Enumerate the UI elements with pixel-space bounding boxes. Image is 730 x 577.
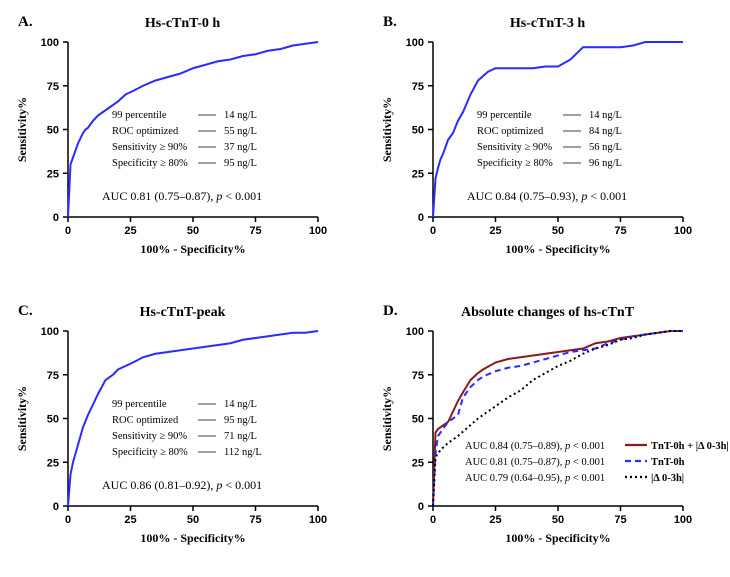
svg-text:100% - Specificity%: 100% - Specificity%: [505, 531, 610, 545]
svg-text:25: 25: [489, 225, 501, 237]
svg-text:100% - Specificity%: 100% - Specificity%: [140, 531, 245, 545]
svg-text:ROC optimized: ROC optimized: [112, 415, 179, 426]
svg-text:75: 75: [412, 81, 424, 93]
svg-text:95 ng/L: 95 ng/L: [224, 415, 257, 426]
svg-text:100% - Specificity%: 100% - Specificity%: [140, 242, 245, 256]
roc-plot: 0 25 50 75 100 0 25 50 75 100 100% - Specificity% S…: [0, 0, 365, 288]
svg-text:50: 50: [552, 514, 564, 526]
panel-title: Hs-cTnT-peak: [0, 305, 365, 321]
svg-text:ROC optimized: ROC optimized: [477, 126, 544, 137]
svg-text:50: 50: [412, 125, 424, 137]
svg-text:Specificity ≥ 80%: Specificity ≥ 80%: [112, 447, 188, 458]
panel-title: Absolute changes of hs-cTnT: [365, 305, 730, 321]
svg-text:56 ng/L: 56 ng/L: [589, 142, 622, 153]
roc-plot: 0 25 50 75 100 0 25 50 75 100 100% - Specificity% S…: [365, 0, 730, 288]
svg-text:AUC 0.86 (0.81–0.92), p < 0.00: AUC 0.86 (0.81–0.92), p < 0.001: [102, 478, 262, 492]
svg-text:Sensitivity%: Sensitivity%: [380, 385, 394, 450]
svg-text:|Δ 0-3h|: |Δ 0-3h|: [651, 473, 684, 484]
svg-text:99 percentile: 99 percentile: [112, 110, 167, 121]
svg-text:25: 25: [412, 168, 424, 180]
panel-B: B.Hs-cTnT-3 h02550751000255075100100% - …: [365, 0, 730, 289]
svg-text:Specificity ≥ 80%: Specificity ≥ 80%: [477, 158, 553, 169]
panel-D: D.Absolute changes of hs-cTnT02550751000…: [365, 289, 730, 577]
svg-text:75: 75: [412, 369, 424, 381]
svg-text:Sensitivity%: Sensitivity%: [15, 97, 29, 162]
svg-text:14 ng/L: 14 ng/L: [224, 110, 257, 121]
svg-text:100: 100: [674, 514, 692, 526]
svg-text:100: 100: [41, 37, 59, 49]
svg-text:50: 50: [47, 125, 59, 137]
svg-text:25: 25: [489, 514, 501, 526]
svg-text:100% - Specificity%: 100% - Specificity%: [505, 242, 610, 256]
svg-text:14 ng/L: 14 ng/L: [589, 110, 622, 121]
svg-text:0: 0: [430, 514, 436, 526]
svg-text:50: 50: [187, 514, 199, 526]
svg-text:100: 100: [309, 225, 327, 237]
svg-text:AUC 0.79 (0.64–0.95), p < 0.00: AUC 0.79 (0.64–0.95), p < 0.001: [465, 473, 605, 484]
svg-text:50: 50: [47, 413, 59, 425]
svg-text:96 ng/L: 96 ng/L: [589, 158, 622, 169]
svg-text:0: 0: [418, 501, 424, 513]
svg-text:AUC 0.81 (0.75–0.87), p < 0.00: AUC 0.81 (0.75–0.87), p < 0.001: [465, 457, 605, 468]
svg-text:95 ng/L: 95 ng/L: [224, 158, 257, 169]
svg-text:TnT-0h + |Δ 0-3h|: TnT-0h + |Δ 0-3h|: [651, 441, 729, 452]
svg-text:71 ng/L: 71 ng/L: [224, 431, 257, 442]
svg-text:Sensitivity ≥ 90%: Sensitivity ≥ 90%: [112, 431, 187, 442]
panel-title: Hs-cTnT-3 h: [365, 16, 730, 32]
svg-text:75: 75: [249, 514, 261, 526]
svg-text:75: 75: [614, 514, 626, 526]
svg-text:25: 25: [124, 514, 136, 526]
svg-text:84 ng/L: 84 ng/L: [589, 126, 622, 137]
svg-text:75: 75: [249, 225, 261, 237]
svg-text:99 percentile: 99 percentile: [112, 399, 167, 410]
svg-text:0: 0: [53, 501, 59, 513]
svg-text:50: 50: [552, 225, 564, 237]
svg-text:Sensitivity ≥ 90%: Sensitivity ≥ 90%: [112, 142, 187, 153]
svg-text:Sensitivity%: Sensitivity%: [15, 385, 29, 450]
svg-text:100: 100: [309, 514, 327, 526]
svg-text:25: 25: [412, 457, 424, 469]
svg-text:100: 100: [406, 326, 424, 338]
svg-text:0: 0: [65, 514, 71, 526]
svg-text:50: 50: [412, 413, 424, 425]
svg-text:55 ng/L: 55 ng/L: [224, 126, 257, 137]
svg-text:0: 0: [430, 225, 436, 237]
svg-text:50: 50: [187, 225, 199, 237]
svg-text:AUC 0.84 (0.75–0.89), p < 0.00: AUC 0.84 (0.75–0.89), p < 0.001: [465, 441, 605, 452]
svg-text:AUC 0.84 (0.75–0.93), p < 0.00: AUC 0.84 (0.75–0.93), p < 0.001: [467, 189, 627, 203]
svg-text:14 ng/L: 14 ng/L: [224, 399, 257, 410]
panel-title: Hs-cTnT-0 h: [0, 16, 365, 32]
panel-C: C.Hs-cTnT-peak02550751000255075100100% -…: [0, 289, 365, 577]
svg-text:37 ng/L: 37 ng/L: [224, 142, 257, 153]
svg-text:25: 25: [47, 168, 59, 180]
roc-plot: 0 25 50 75 100 0 25 50 75 100 100% - Specificity% S…: [0, 289, 365, 577]
svg-text:75: 75: [614, 225, 626, 237]
svg-text:Specificity ≥ 80%: Specificity ≥ 80%: [112, 158, 188, 169]
svg-text:75: 75: [47, 369, 59, 381]
svg-text:100: 100: [41, 326, 59, 338]
svg-text:100: 100: [674, 225, 692, 237]
svg-text:Sensitivity%: Sensitivity%: [380, 97, 394, 162]
svg-text:TnT-0h: TnT-0h: [651, 457, 685, 468]
svg-text:ROC optimized: ROC optimized: [112, 126, 179, 137]
svg-text:AUC 0.81 (0.75–0.87), p < 0.00: AUC 0.81 (0.75–0.87), p < 0.001: [102, 189, 262, 203]
svg-text:25: 25: [124, 225, 136, 237]
svg-text:75: 75: [47, 81, 59, 93]
panel-A: A.Hs-cTnT-0 h02550751000255075100100% - …: [0, 0, 365, 289]
svg-text:100: 100: [406, 37, 424, 49]
roc-plot: 0 25 50 75 100 0 25 50 75 100 100% - Specificity% S…: [365, 289, 730, 577]
svg-text:0: 0: [53, 212, 59, 224]
svg-text:0: 0: [65, 225, 71, 237]
svg-text:25: 25: [47, 457, 59, 469]
svg-text:Sensitivity ≥ 90%: Sensitivity ≥ 90%: [477, 142, 552, 153]
svg-text:99 percentile: 99 percentile: [477, 110, 532, 121]
svg-text:0: 0: [418, 212, 424, 224]
svg-text:112 ng/L: 112 ng/L: [224, 447, 262, 458]
